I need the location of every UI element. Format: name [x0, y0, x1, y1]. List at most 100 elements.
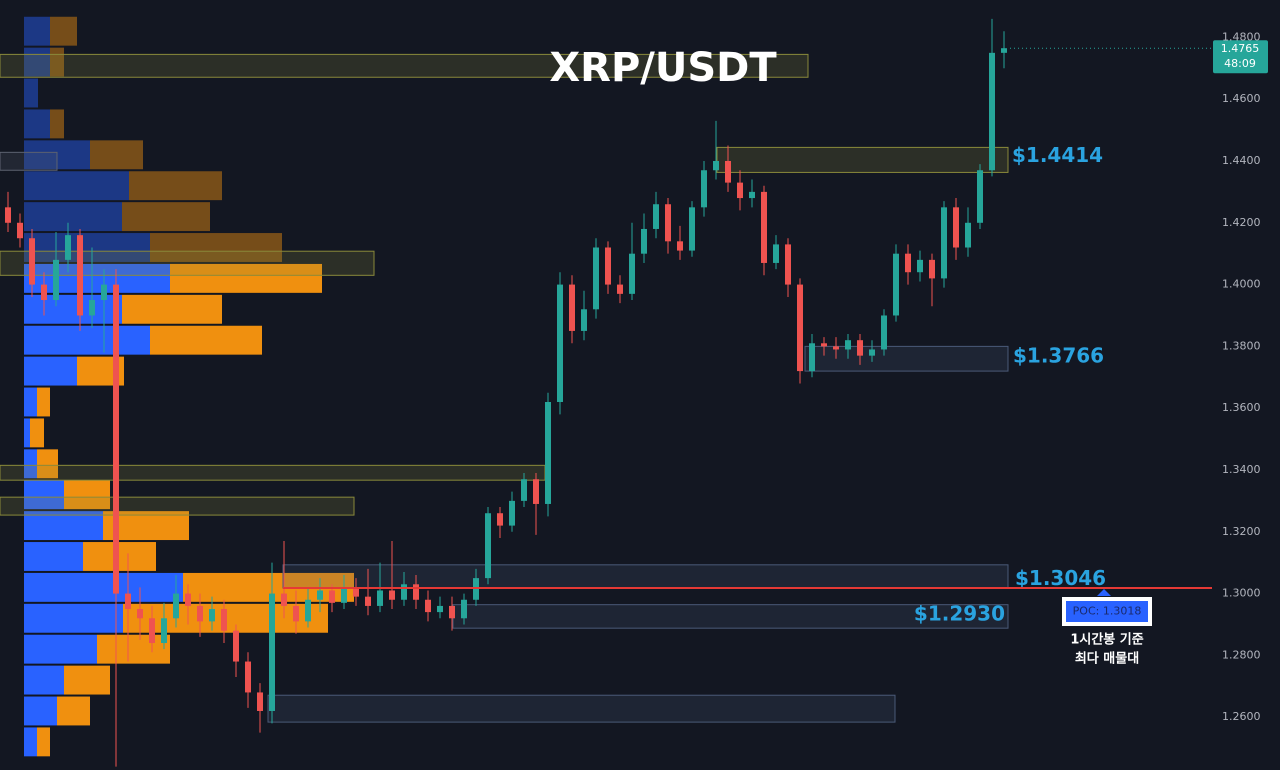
y-tick-label: 1.3000	[1222, 587, 1261, 600]
profile-buy	[24, 696, 57, 726]
profile-sell	[83, 542, 156, 571]
candle-body	[737, 182, 743, 199]
candle-body	[845, 340, 851, 350]
profile-sell	[37, 727, 50, 757]
candle-body	[137, 609, 143, 619]
profile-buy	[24, 16, 50, 46]
poc-note: 1시간봉 기준	[1070, 632, 1143, 648]
profile-sell	[37, 449, 58, 479]
candle-body	[389, 590, 395, 600]
y-tick-label: 1.4000	[1222, 278, 1261, 291]
candle-body	[125, 593, 131, 610]
zone	[716, 146, 1009, 173]
candle-body	[689, 207, 695, 251]
candle-body	[485, 513, 491, 579]
y-tick-label: 1.3200	[1222, 525, 1261, 538]
candle-body	[821, 343, 827, 347]
candle-body	[281, 593, 287, 606]
profile-sell	[90, 140, 143, 170]
candle-body	[533, 479, 539, 504]
candle-body	[149, 618, 155, 644]
candle-body	[557, 284, 563, 402]
profile-buy	[24, 634, 97, 664]
profile-sell	[97, 634, 170, 664]
profile-buy	[24, 109, 50, 139]
y-tick-label: 1.4800	[1222, 30, 1261, 43]
profile-sell	[150, 325, 262, 355]
candle-body	[365, 596, 371, 606]
candle-body	[185, 593, 191, 606]
candle-body	[101, 284, 107, 301]
chart-title: XRP/USDT	[549, 45, 777, 91]
candle-body	[893, 253, 899, 316]
candle-body	[317, 590, 323, 600]
profile-buy	[24, 511, 103, 541]
candle-body	[665, 204, 671, 242]
zone-label: $1.4414	[1012, 143, 1103, 167]
candle-body	[425, 599, 431, 613]
profile-buy	[24, 418, 30, 448]
profile-sell	[30, 418, 44, 448]
zone-label: $1.3046	[1015, 566, 1106, 590]
candle-body	[245, 661, 251, 693]
poc-box	[1066, 601, 1148, 622]
candle-body	[593, 247, 599, 310]
profile-buy	[24, 171, 129, 201]
candle-body	[161, 618, 167, 644]
candle-body	[329, 590, 335, 603]
countdown: 48:09	[1224, 57, 1256, 70]
poc-note: 최다 매물대	[1075, 651, 1139, 667]
profile-buy	[24, 325, 150, 355]
profile-sell	[122, 202, 210, 232]
candle-body	[785, 244, 791, 285]
candle-body	[461, 599, 467, 619]
candle-body	[545, 401, 551, 504]
candle-body	[905, 253, 911, 273]
profile-buy	[24, 233, 150, 262]
profile-buy	[24, 572, 183, 602]
candle-body	[857, 340, 863, 356]
candle-body	[293, 605, 299, 622]
zone	[267, 694, 896, 723]
profile-buy	[24, 47, 50, 77]
profile-sell	[37, 387, 50, 417]
last-price-label: 1.4765	[1221, 42, 1260, 55]
zone	[0, 151, 58, 171]
profile-buy	[24, 449, 37, 479]
candle-body	[521, 479, 527, 501]
zones	[0, 53, 1009, 723]
y-tick-label: 1.3800	[1222, 339, 1261, 352]
candle-body	[41, 284, 47, 301]
candle-body	[449, 605, 455, 619]
candle-body	[917, 259, 923, 273]
profile-sell	[57, 696, 90, 726]
candle-body	[17, 222, 23, 239]
profile-buy	[24, 202, 122, 232]
candle-body	[113, 284, 119, 594]
zone	[0, 53, 809, 78]
candle-body	[77, 235, 83, 316]
candle-body	[773, 244, 779, 263]
y-tick-label: 1.4200	[1222, 216, 1261, 229]
volume-profile	[24, 16, 354, 757]
profile-sell	[50, 109, 64, 139]
candle-body	[269, 593, 275, 711]
candle-body	[209, 609, 215, 622]
zone	[0, 496, 355, 516]
profile-sell	[122, 294, 222, 324]
y-tick-label: 1.4600	[1222, 92, 1261, 105]
candle-body	[5, 207, 11, 223]
zone-label: $1.3766	[1013, 343, 1104, 367]
candle-body	[965, 222, 971, 248]
poc-label: POC: 1.3018	[1073, 605, 1142, 618]
profile-buy	[24, 665, 64, 695]
candle-body	[809, 343, 815, 372]
candle-body	[569, 284, 575, 331]
profile-sell	[129, 171, 222, 201]
y-tick-label: 1.4400	[1222, 154, 1261, 167]
profile-sell	[64, 480, 110, 510]
candle-body	[989, 52, 995, 171]
candle-body	[353, 587, 359, 597]
profile-buy	[24, 542, 83, 571]
y-tick-label: 1.3400	[1222, 463, 1261, 476]
